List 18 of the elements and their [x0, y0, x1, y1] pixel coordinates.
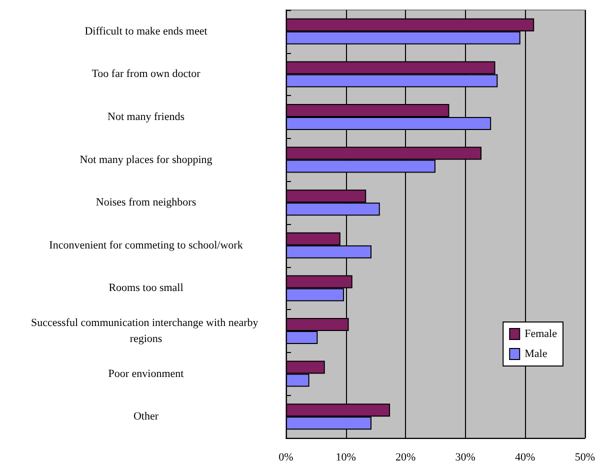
y-tick-label: Not many friends [108, 111, 184, 123]
y-tick-label: Not many places for shopping [80, 154, 213, 166]
legend-label: Male [524, 348, 548, 360]
x-tick-label: 30% [455, 452, 476, 464]
x-tick-label: 20% [395, 452, 416, 464]
x-tick-label: 0% [278, 452, 294, 464]
y-tick-label: Successful communication interchange with nearby regions [30, 317, 262, 345]
y-tick-label: Noises from neighbors [96, 196, 196, 209]
x-tick-label: 40% [515, 452, 536, 464]
y-tick-label: Other [133, 410, 159, 423]
y-tick-label: Poor envionment [108, 368, 184, 380]
y-tick-label: Inconvenient for commeting to school/work [49, 239, 244, 252]
x-tick-label: 10% [336, 452, 356, 464]
legend-label: Female [524, 328, 558, 340]
y-tick-label: Rooms too small [108, 282, 184, 294]
x-tick-label: 50% [574, 452, 596, 464]
y-tick-label: Too far from own doctor [92, 68, 201, 80]
y-tick-label: Difficult to make ends meet [84, 25, 208, 38]
